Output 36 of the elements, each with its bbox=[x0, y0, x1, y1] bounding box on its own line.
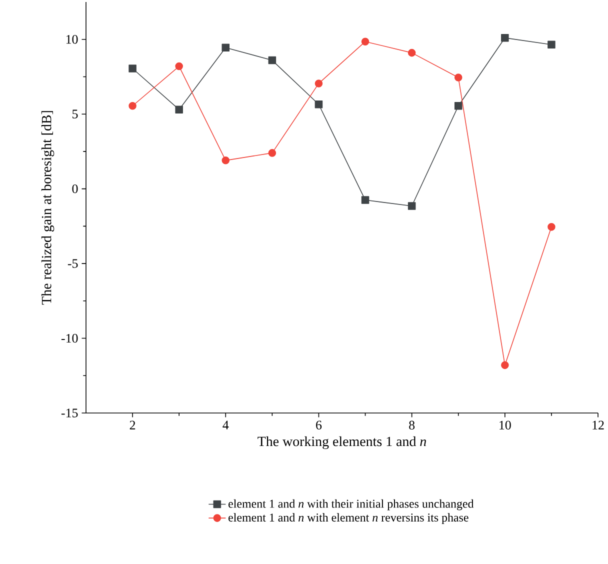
point bbox=[175, 106, 183, 114]
point bbox=[222, 156, 230, 164]
y-axis-title: The realized gain at boresight [dB] bbox=[41, 111, 54, 305]
x-tick-label: 12 bbox=[592, 420, 604, 430]
point bbox=[314, 100, 323, 108]
x-axis-title: The working elements 1 and n bbox=[258, 436, 426, 450]
point bbox=[175, 62, 183, 70]
point bbox=[361, 38, 370, 46]
y-tick-label: 0 bbox=[72, 184, 78, 194]
point bbox=[361, 196, 370, 204]
point bbox=[501, 34, 509, 42]
point bbox=[501, 361, 509, 370]
x-tick-label: 4 bbox=[222, 420, 229, 430]
point bbox=[128, 102, 136, 110]
x-tick-label: 6 bbox=[316, 420, 322, 430]
y-tick-label: -5 bbox=[68, 259, 78, 268]
y-tick-label: 10 bbox=[66, 34, 78, 44]
point bbox=[454, 102, 462, 110]
x-tick-label: 10 bbox=[500, 420, 511, 430]
x-tick-label: 2 bbox=[130, 420, 136, 430]
point bbox=[128, 64, 136, 72]
legend-label: element 1 and n with element n reversins its phase bbox=[228, 513, 468, 524]
point bbox=[314, 80, 323, 88]
point bbox=[548, 40, 556, 48]
x-tick-label: 8 bbox=[409, 420, 415, 430]
point bbox=[222, 44, 230, 52]
y-tick-label: 5 bbox=[72, 110, 78, 118]
point bbox=[268, 56, 276, 64]
point bbox=[548, 223, 556, 231]
legend-label: element 1 and n with their initial phases unchanged bbox=[228, 499, 474, 510]
point bbox=[454, 74, 462, 82]
point bbox=[268, 149, 276, 157]
point bbox=[408, 202, 416, 210]
y-tick-label: -10 bbox=[61, 334, 78, 343]
y-tick-label: -15 bbox=[61, 408, 78, 418]
point bbox=[408, 48, 416, 57]
